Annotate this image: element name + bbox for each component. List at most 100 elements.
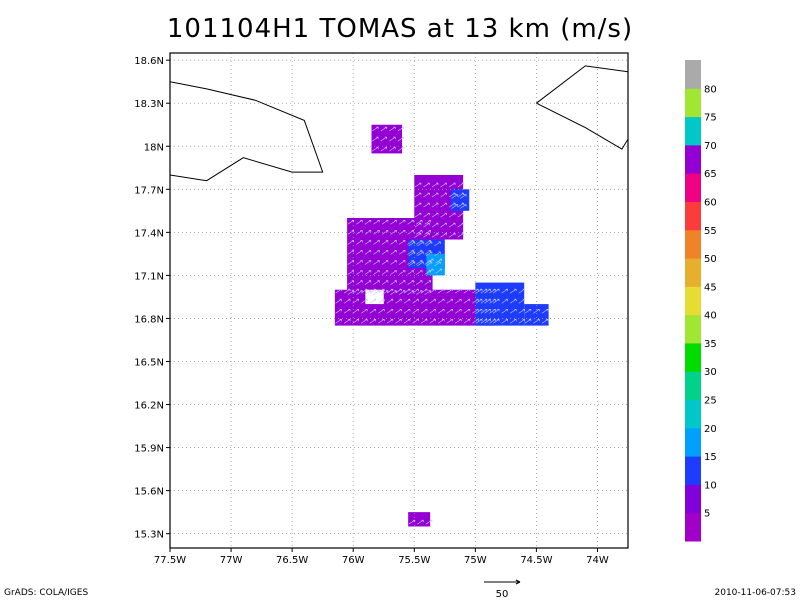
wind-vector [389, 126, 396, 132]
wind-vector [380, 136, 388, 142]
coastline-2 [536, 102, 628, 150]
wind-vector [437, 308, 445, 314]
wind-patch-8 [524, 304, 549, 326]
wind-vector [352, 288, 359, 294]
wind-vector [381, 260, 389, 265]
wind-vector [335, 288, 342, 294]
wind-vector [424, 280, 432, 285]
wind-vector [489, 308, 496, 314]
wind-vector [407, 280, 414, 285]
wind-vector [390, 280, 397, 285]
wind-vector [343, 319, 351, 324]
wind-vector [434, 261, 441, 267]
tick-label-lon: 76W [342, 555, 365, 566]
wind-vector [369, 298, 377, 304]
colorbar-label: 10 [704, 480, 717, 491]
wind-vector [431, 192, 439, 198]
tick-label-lat: 17.1N [134, 271, 164, 282]
wind-vector [440, 232, 447, 238]
wind-gap [365, 289, 384, 305]
wind-vector [390, 240, 397, 245]
colorbar-label: 25 [704, 396, 717, 407]
wind-vector [403, 319, 411, 324]
wind-vector [407, 270, 414, 275]
wind-vector [381, 270, 389, 275]
wind-patch-5 [450, 189, 470, 211]
colorbar-label: 15 [704, 452, 717, 463]
wind-vector [437, 319, 445, 324]
wind-vector [386, 298, 394, 304]
colorbar-label: 45 [704, 282, 717, 293]
wind-vector [510, 319, 517, 324]
wind-vector [455, 298, 462, 304]
wind-vector [459, 194, 467, 199]
wind-vector [484, 319, 491, 324]
wind-vector [408, 251, 416, 257]
colorbar-swatch [685, 314, 701, 344]
wind-vector [524, 319, 532, 324]
wind-vector [423, 212, 430, 218]
wind-vector [440, 212, 447, 218]
tick-label-lat: 15.3N [134, 530, 164, 541]
tick-label-lat: 18N [144, 142, 164, 153]
wind-vector [455, 319, 462, 324]
wind-vector [369, 319, 377, 324]
wind-vector [386, 308, 394, 314]
wind-vector [364, 240, 372, 245]
wind-vector [381, 280, 389, 285]
wind-vector [412, 308, 419, 314]
wind-vector [364, 220, 372, 225]
wind-vector [484, 308, 491, 314]
colorbar-label: 40 [704, 311, 717, 322]
coastline-0 [170, 81, 324, 182]
wind-vector [459, 204, 467, 209]
wind-vector [373, 260, 380, 265]
wind-vector [446, 319, 453, 324]
wind-vector [457, 202, 464, 208]
wind-vector [541, 319, 549, 324]
tick-label-lon: 77.5W [154, 555, 186, 566]
wind-vector [429, 308, 436, 314]
wind-vector [378, 319, 385, 324]
colorbar-swatch [685, 512, 701, 542]
wind-vector [446, 298, 453, 304]
colorbar-label: 5 [704, 509, 710, 520]
wind-vector [475, 319, 483, 324]
tick-label-lat: 15.6N [134, 487, 164, 498]
colorbar-label: 55 [704, 226, 717, 237]
wind-vector [381, 250, 389, 255]
wind-vector [448, 212, 456, 218]
wind-vector [335, 308, 342, 314]
wind-vector [412, 288, 419, 294]
wind-vector [423, 222, 430, 228]
tick-label-lat: 16.5N [134, 357, 164, 368]
wind-vector [356, 250, 363, 255]
wind-vector [501, 319, 508, 324]
wind-vector [414, 182, 422, 188]
wind-vector [457, 182, 464, 188]
wind-vector [408, 519, 416, 525]
wind-vector [364, 260, 372, 265]
colorbar-label: 80 [704, 84, 717, 95]
chart-title: 101104H1 TOMAS at 13 km (m/s) [166, 14, 634, 44]
wind-vector [480, 308, 488, 314]
colorbar-swatch [685, 60, 701, 89]
wind-vector [431, 202, 439, 208]
wind-vector [403, 288, 411, 294]
wind-vector [429, 319, 436, 324]
wind-vector [369, 288, 377, 294]
wind-vector [448, 222, 456, 228]
wind-vector [440, 182, 447, 188]
colorbar-label: 50 [704, 254, 717, 265]
colorbar-swatch [685, 116, 701, 146]
colorbar-swatch [685, 371, 701, 401]
colorbar-label: 35 [704, 339, 717, 350]
tick-label-lat: 18.3N [134, 99, 164, 110]
wind-vector [378, 298, 385, 304]
wind-vector [492, 298, 500, 304]
wind-vector [475, 288, 483, 294]
wind-vector [403, 308, 411, 314]
wind-vector [417, 251, 424, 257]
wind-vector [417, 261, 424, 267]
wind-vector [356, 260, 363, 265]
